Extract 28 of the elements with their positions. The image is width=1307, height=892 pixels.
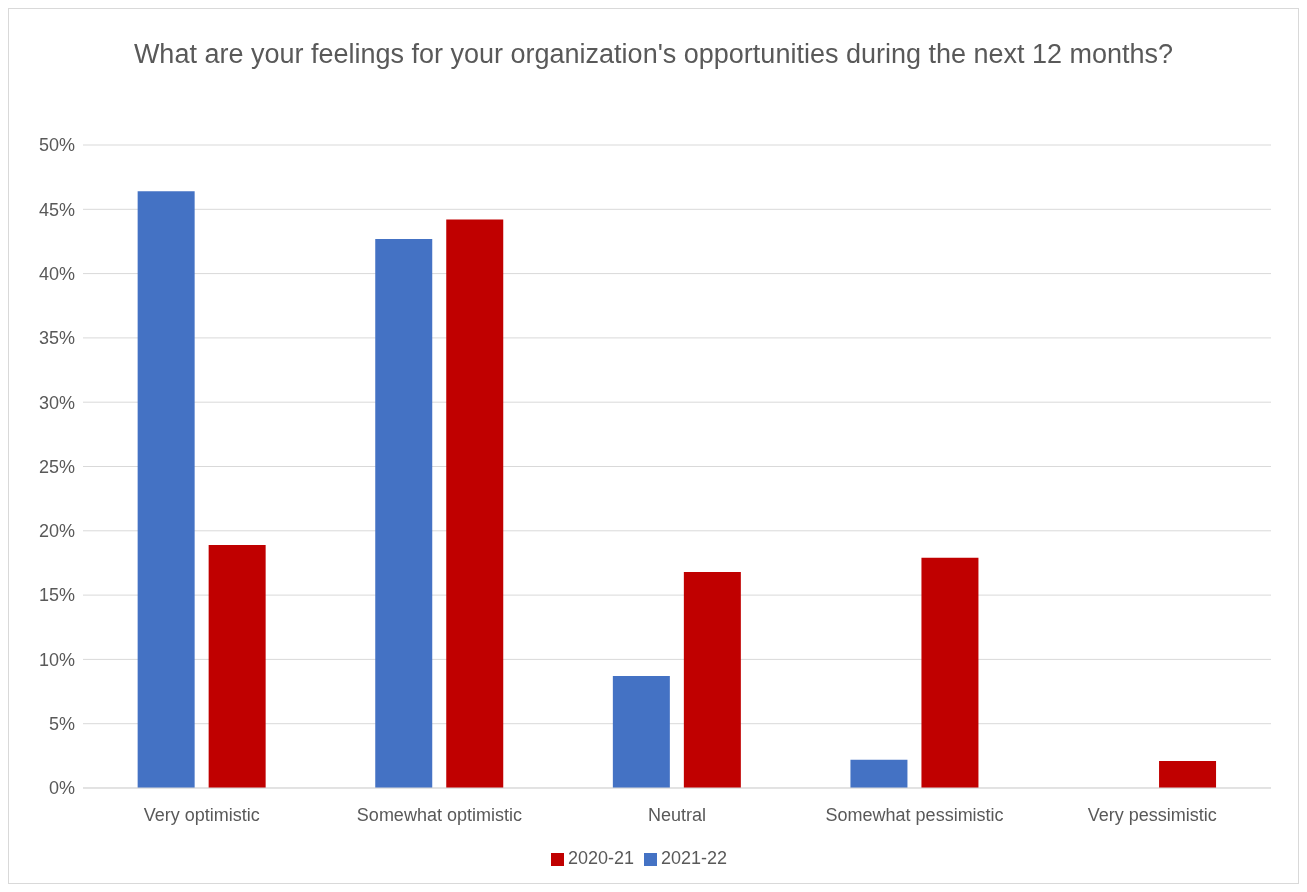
y-tick-label: 15% <box>38 585 75 606</box>
bar <box>375 238 433 788</box>
y-tick-label: 45% <box>38 199 75 220</box>
bar <box>208 544 266 788</box>
y-tick-label: 0% <box>48 778 75 799</box>
bar <box>612 676 670 788</box>
bar <box>446 219 504 788</box>
y-tick-label: 25% <box>38 456 75 477</box>
y-tick-label: 35% <box>38 328 75 349</box>
legend-label: 2021-22 <box>661 848 728 868</box>
bar <box>921 557 979 788</box>
bar <box>137 191 195 788</box>
x-tick-label: Very optimistic <box>143 804 260 825</box>
chart-title: What are your feelings for your organization's opportunities during the next 12 months? <box>133 38 1174 71</box>
x-tick-label: Somewhat pessimistic <box>825 804 1004 825</box>
bar <box>1159 760 1217 788</box>
y-tick-label: 5% <box>48 714 75 735</box>
y-tick-label: 10% <box>38 649 75 670</box>
y-tick-label: 20% <box>38 521 75 542</box>
x-tick-label: Somewhat optimistic <box>356 804 522 825</box>
x-tick-label: Neutral <box>647 804 707 825</box>
bar <box>683 571 741 788</box>
bar <box>850 759 908 788</box>
x-tick-label: Very pessimistic <box>1087 804 1217 825</box>
y-tick-label: 50% <box>38 135 75 156</box>
y-tick-label: 40% <box>38 263 75 284</box>
legend-label: 2020-21 <box>567 848 634 868</box>
y-tick-label: 30% <box>38 392 75 413</box>
